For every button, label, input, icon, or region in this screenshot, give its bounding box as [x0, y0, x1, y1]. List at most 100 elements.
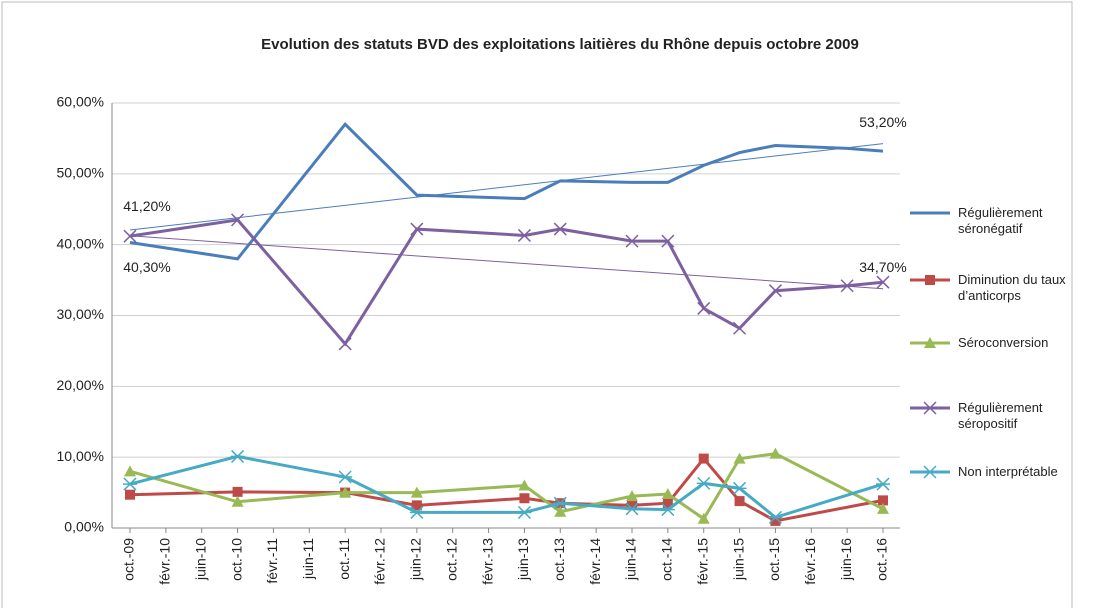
- marker: [732, 481, 747, 495]
- x-tick-label: oct.-16: [874, 538, 890, 581]
- marker: [661, 488, 674, 499]
- y-tick-label: 50,00%: [57, 165, 104, 181]
- marker: [733, 452, 746, 464]
- marker: [410, 222, 424, 236]
- data-label: 40,30%: [123, 259, 170, 275]
- marker-stroke: [517, 228, 531, 242]
- legend-label: Régulièrement séropositif: [958, 400, 1043, 431]
- marker-stroke: [123, 229, 137, 243]
- x-tick-label: oct.-15: [766, 538, 782, 581]
- marker-stroke: [553, 222, 567, 236]
- marker-stroke: [840, 279, 854, 293]
- legend-label: Non interprétable: [958, 464, 1058, 479]
- x-tick-label: oct.-11: [336, 538, 352, 580]
- legend-label: Séroconversion: [958, 335, 1049, 350]
- marker: [519, 493, 530, 504]
- marker-stroke: [697, 301, 711, 315]
- marker: [733, 321, 747, 335]
- marker-stroke: [768, 284, 782, 298]
- y-tick-label: 0,00%: [64, 519, 104, 535]
- series-line: [129, 218, 884, 347]
- x-tick-label: févr.-15: [694, 538, 710, 585]
- marker: [662, 498, 673, 509]
- marker: [411, 500, 422, 511]
- marker: [338, 337, 352, 351]
- marker: [517, 228, 531, 242]
- marker: [123, 477, 137, 491]
- marker-stroke: [876, 275, 890, 289]
- marker: [876, 477, 890, 491]
- y-tick-label: 10,00%: [57, 448, 104, 464]
- marker: [125, 489, 135, 500]
- marker: [231, 495, 244, 507]
- marker: [230, 449, 245, 463]
- marker: [768, 284, 782, 298]
- legend-marker: [923, 465, 937, 479]
- marker: [661, 234, 675, 248]
- marker: [625, 502, 639, 516]
- marker-stroke: [410, 222, 424, 236]
- x-tick-label: févr.-13: [479, 538, 495, 585]
- chart-frame: [1, 1, 1073, 608]
- marker: [696, 476, 711, 490]
- marker: [232, 486, 243, 497]
- marker: [698, 453, 709, 464]
- legend-label: Régulièrement séronégatif: [958, 205, 1043, 236]
- marker-stroke: [923, 401, 937, 415]
- marker: [518, 479, 531, 491]
- x-tick-label: juin-16: [838, 538, 854, 581]
- x-tick-label: juin-14: [623, 538, 639, 581]
- series-line: [129, 452, 884, 521]
- marker: [697, 301, 711, 315]
- marker-stroke: [733, 321, 747, 335]
- marker: [768, 510, 783, 524]
- marker: [231, 213, 245, 227]
- x-tick-label: oct.-09: [121, 538, 137, 581]
- x-tick-label: oct.-13: [551, 538, 567, 581]
- marker: [409, 505, 424, 519]
- x-tick-label: oct.-12: [443, 538, 459, 581]
- x-tick-label: oct.-10: [228, 538, 244, 581]
- marker: [877, 502, 889, 514]
- marker-stroke: [338, 337, 352, 351]
- trendline: [129, 143, 884, 231]
- data-label: 41,20%: [123, 198, 170, 214]
- chart-title: Evolution des statuts BVD des exploitati…: [261, 36, 859, 53]
- marker-stroke: [625, 234, 639, 248]
- data-label: 53,20%: [859, 114, 906, 130]
- x-tick-label: févr.-16: [802, 538, 818, 585]
- x-tick-label: oct.-14: [659, 538, 675, 581]
- marker: [339, 486, 352, 498]
- legend-label: Diminution du taux d’anticorps: [958, 272, 1066, 303]
- marker: [876, 275, 890, 289]
- x-tick-label: juin-11: [300, 538, 316, 580]
- x-tick-label: févr.-14: [587, 538, 603, 585]
- trendline: [129, 235, 884, 290]
- marker: [338, 470, 353, 484]
- marker: [517, 505, 532, 519]
- legend-marker: [923, 401, 937, 415]
- marker: [625, 234, 639, 248]
- marker-stroke: [231, 213, 245, 227]
- marker: [410, 486, 423, 498]
- marker: [697, 512, 710, 524]
- legend-marker: [924, 337, 936, 348]
- series-line: [129, 454, 884, 520]
- legend-marker: [925, 275, 935, 285]
- series-line: [129, 122, 884, 261]
- marker: [627, 500, 637, 511]
- x-tick-label: juin-15: [730, 538, 746, 581]
- y-tick-label: 20,00%: [57, 377, 104, 393]
- marker: [553, 496, 568, 510]
- marker: [626, 490, 638, 502]
- marker: [734, 496, 745, 507]
- marker: [123, 229, 137, 243]
- x-tick-label: juin-13: [515, 538, 531, 581]
- marker-stroke: [661, 234, 675, 248]
- x-tick-label: févr.-12: [372, 538, 388, 585]
- data-label: 34,70%: [859, 259, 906, 275]
- y-tick-label: 40,00%: [57, 235, 104, 251]
- marker: [769, 447, 782, 459]
- x-tick-label: juin-10: [192, 538, 208, 581]
